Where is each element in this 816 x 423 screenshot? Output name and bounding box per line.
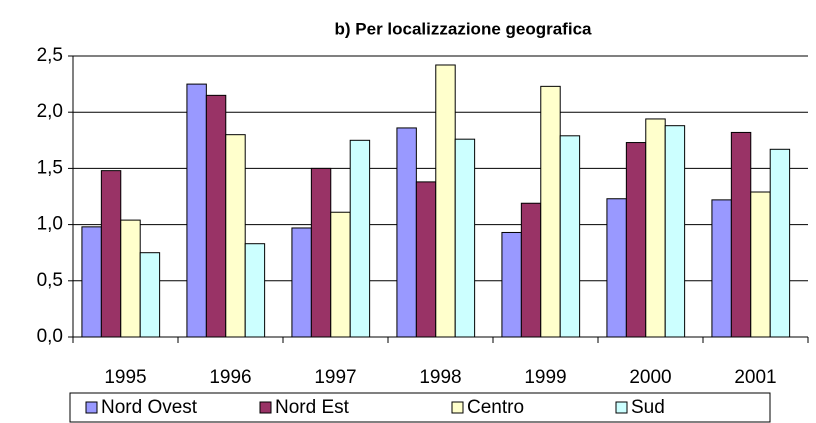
legend-marker — [85, 401, 98, 414]
bar — [330, 211, 351, 338]
legend-marker — [615, 401, 628, 414]
x-tick-label: 1995 — [104, 367, 146, 388]
legend-label: Sud — [631, 397, 665, 418]
bar — [310, 167, 332, 338]
y-tick-label: 2,5 — [37, 45, 63, 66]
legend-label: Centro — [467, 397, 524, 418]
x-tick-label: 2001 — [734, 367, 776, 388]
legend-label: Nord Ovest — [101, 397, 198, 418]
bar — [205, 94, 227, 338]
bar — [750, 191, 771, 338]
bar — [415, 181, 437, 338]
legend-label: Nord Est — [275, 397, 350, 418]
x-tick-label: 2000 — [629, 367, 671, 388]
y-tick-label: 2,0 — [37, 101, 63, 122]
bar — [625, 142, 647, 338]
x-tick-label: 1997 — [314, 367, 356, 388]
bar — [291, 227, 312, 338]
bar — [81, 226, 102, 338]
chart-title: b) Per localizzazione geografica — [335, 19, 593, 38]
bar — [435, 64, 456, 338]
legend-marker — [451, 401, 464, 414]
y-tick-label: 1,0 — [37, 214, 63, 235]
y-tick-label: 0,5 — [37, 270, 63, 291]
bar — [225, 134, 246, 338]
bar — [711, 199, 732, 338]
bar — [664, 125, 686, 338]
x-tick-label: 1996 — [209, 367, 251, 388]
bar — [730, 131, 752, 338]
y-tick-label: 0,0 — [37, 326, 63, 347]
bar — [139, 252, 161, 338]
x-tick-label: 1998 — [419, 367, 461, 388]
bar — [606, 198, 627, 338]
bar — [645, 118, 666, 338]
bar — [120, 219, 141, 338]
bar — [501, 231, 522, 338]
bar — [186, 83, 207, 338]
bar — [100, 170, 122, 338]
y-tick-label: 1,5 — [37, 157, 63, 178]
bar — [540, 85, 561, 338]
bar — [454, 138, 476, 338]
bar — [396, 127, 417, 338]
bar — [349, 139, 371, 338]
legend-box — [69, 392, 771, 423]
legend-marker — [259, 401, 272, 414]
bar — [559, 135, 581, 338]
x-tick-label: 1999 — [524, 367, 566, 388]
bar — [244, 243, 266, 338]
bar — [769, 148, 791, 338]
bar — [520, 202, 542, 338]
